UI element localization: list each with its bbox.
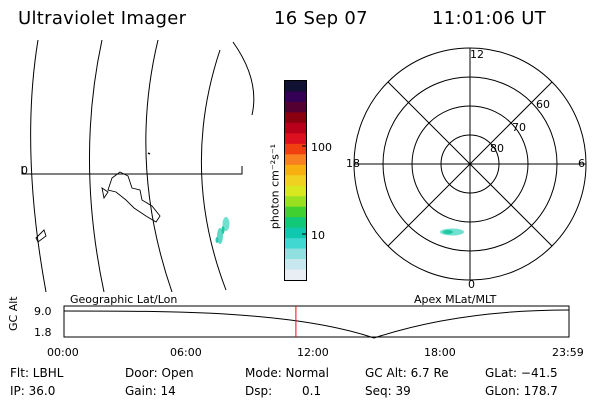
colorbar-stripe <box>285 238 306 250</box>
mlt-label-6: 6 <box>578 157 585 170</box>
colorbar-stripe <box>285 206 306 218</box>
longitude-line <box>145 40 173 292</box>
colorbar-stripe <box>285 259 306 271</box>
colorbar-stripe <box>285 175 306 187</box>
colorbar-stripe <box>285 122 306 134</box>
mlt-label-0: 0 <box>468 278 475 291</box>
plot-frame <box>63 305 570 338</box>
time-tick-1800: 18:00 <box>424 346 456 359</box>
mlat-label-60: 60 <box>536 98 550 111</box>
glon-readout: GLon: 178.7 <box>485 384 558 398</box>
colorbar-stripe <box>285 248 306 260</box>
colorbar-stripe <box>285 81 306 93</box>
colorbar-stripe <box>285 91 306 103</box>
colorbar-stripe <box>285 133 306 145</box>
time-tick-0600: 06:00 <box>170 346 202 359</box>
geographic-map <box>21 40 255 292</box>
mlt-label-18: 18 <box>346 157 360 170</box>
intensity-colorbar <box>284 80 307 281</box>
altitude-plot <box>63 305 570 339</box>
mlat-label-80: 80 <box>490 142 504 155</box>
gain-readout: Gain: 14 <box>125 384 176 398</box>
aurora-emission <box>215 217 230 244</box>
polar-map <box>353 47 587 281</box>
time-tick-2359: 23:59 <box>552 346 584 359</box>
altitude-axis-label: GC Alt <box>7 296 20 331</box>
mlt-label-12: 12 <box>470 48 484 61</box>
altitude-tick-min: 1.8 <box>34 326 52 339</box>
colorbar-stripe <box>285 196 306 208</box>
door-readout: Door: Open <box>125 366 194 380</box>
colorbar-stripe <box>285 154 306 166</box>
altitude-tick-max: 9.0 <box>34 305 52 318</box>
landmass-outline <box>101 187 109 200</box>
longitude-line <box>232 41 255 116</box>
colorbar-stripe <box>285 217 306 229</box>
seq-readout: Seq: 39 <box>365 384 411 398</box>
colorbar-stripe <box>285 185 306 197</box>
altitude-curve <box>63 310 375 339</box>
landmass-outline <box>107 171 161 223</box>
longitude-zero-label: 0 <box>21 164 28 177</box>
longitude-line <box>30 40 47 292</box>
landmass-outline <box>147 152 151 155</box>
glat-readout: GLat: −41.5 <box>485 366 558 380</box>
mlat-label-70: 70 <box>512 121 526 134</box>
date-label: 16 Sep 07 <box>274 8 368 29</box>
colorbar-unit-label: photon cm⁻²s⁻¹ <box>268 143 282 230</box>
colorbar-stripe <box>285 143 306 155</box>
filter-readout: Flt: LBHL <box>10 366 64 380</box>
mode-readout: Mode: Normal <box>245 366 329 380</box>
colorbar-stripe <box>285 164 306 176</box>
time-label: 11:01:06 UT <box>432 8 547 29</box>
landmass-outline <box>35 229 47 243</box>
latitude-line <box>21 166 243 175</box>
colorbar-tick-100: 100 <box>311 141 332 154</box>
time-tick-1200: 12:00 <box>297 346 329 359</box>
colorbar-stripe <box>285 227 306 239</box>
colorbar-stripe <box>285 112 306 124</box>
colorbar-tick-10: 10 <box>311 229 325 242</box>
dsp-label: Dsp: <box>245 384 273 398</box>
ip-readout: IP: 36.0 <box>10 384 56 398</box>
time-tick-0000: 00:00 <box>47 346 79 359</box>
aurora-emission <box>440 228 464 236</box>
colorbar-stripe <box>285 269 306 281</box>
colorbar-stripe <box>285 101 306 114</box>
longitude-line <box>200 49 227 291</box>
app-title: Ultraviolet Imager <box>18 8 187 29</box>
altitude-curve <box>373 309 570 339</box>
gc-alt-readout: GC Alt: 6.7 Re <box>365 366 449 380</box>
dsp-value: 0.1 <box>302 384 322 398</box>
mlt-meridian <box>387 81 553 247</box>
polar-map-label: Apex MLat/MLT <box>414 293 497 306</box>
geographic-map-label: Geographic Lat/Lon <box>70 293 178 306</box>
longitude-line <box>89 40 105 292</box>
